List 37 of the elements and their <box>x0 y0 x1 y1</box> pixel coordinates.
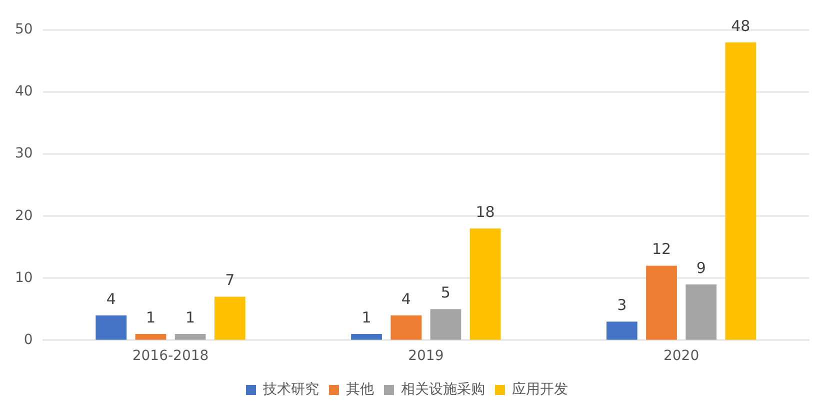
data-label: 1 <box>146 308 156 326</box>
data-label: 3 <box>617 296 627 314</box>
x-tick-label: 2019 <box>408 348 444 364</box>
data-label: 1 <box>362 308 372 326</box>
bar <box>725 42 756 340</box>
bar <box>430 309 462 340</box>
data-label: 18 <box>476 202 495 221</box>
bar <box>470 228 501 340</box>
bar <box>174 334 206 340</box>
data-label: 5 <box>440 284 450 302</box>
y-tick-label: 0 <box>24 332 33 348</box>
bar <box>96 315 127 340</box>
data-label: 12 <box>652 240 672 258</box>
y-tick-label: 50 <box>14 22 33 38</box>
bar <box>646 266 677 340</box>
bar <box>351 334 382 340</box>
y-tick-label: 30 <box>14 146 33 162</box>
y-tick-label: 40 <box>14 84 33 100</box>
legend-label: 技术研究 <box>262 382 319 398</box>
x-tick-label: 2016-2018 <box>132 348 209 364</box>
bar <box>135 334 166 340</box>
data-label: 4 <box>401 290 411 308</box>
y-tick-label: 10 <box>14 270 33 286</box>
legend-label: 应用开发 <box>512 382 568 398</box>
data-label: 9 <box>696 258 706 277</box>
bar <box>686 284 717 340</box>
bar <box>390 315 422 340</box>
data-label: 7 <box>225 271 235 290</box>
x-tick-label: 2020 <box>663 348 700 364</box>
data-label: 4 <box>106 290 116 308</box>
data-label: 1 <box>186 308 196 326</box>
bar <box>214 296 246 340</box>
bar <box>606 322 638 340</box>
legend-label: 其他 <box>346 382 374 398</box>
y-tick-label: 20 <box>14 208 33 224</box>
data-label: 48 <box>731 16 750 35</box>
legend-label: 相关设施采购 <box>401 382 485 398</box>
